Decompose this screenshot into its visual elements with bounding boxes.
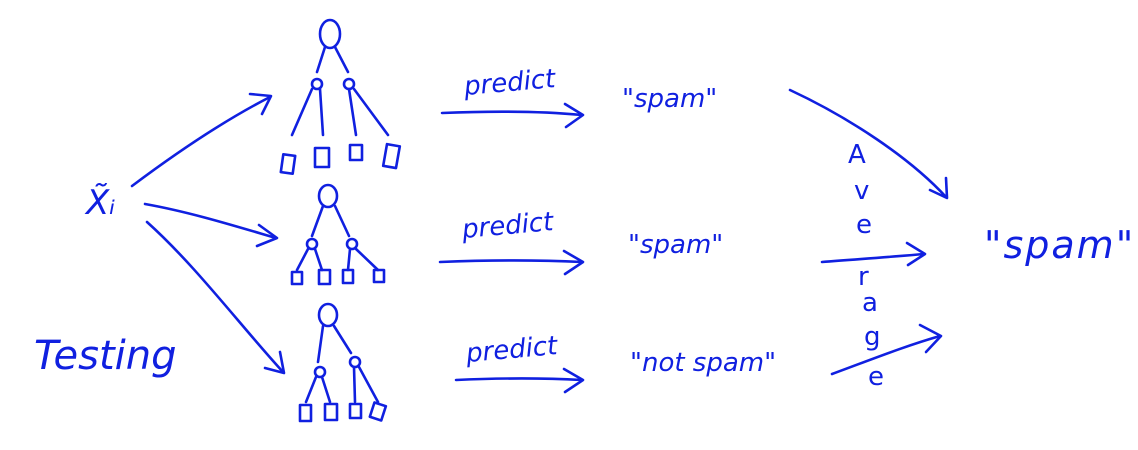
decision-tree-2 (290, 183, 386, 286)
predict-arrow-3 (454, 367, 585, 394)
predict-label-3: predict (464, 331, 559, 369)
average-letter-7: e (868, 362, 884, 392)
tree-output-3: "not spam" (630, 348, 777, 378)
average-letter-1: A (848, 140, 866, 170)
decision-tree-1 (279, 18, 402, 176)
phase-label: Testing (34, 333, 177, 379)
output-2-to-final-arrow (820, 241, 927, 267)
final-output: "spam" (984, 223, 1136, 267)
predict-label-2: predict (460, 207, 555, 245)
output-1-to-final-arrow (788, 88, 949, 200)
input-to-tree-3-arrow (145, 220, 286, 375)
average-letter-5: a (862, 288, 878, 318)
output-3-to-final-arrow (830, 323, 943, 376)
average-letter-3: e (856, 210, 872, 240)
predict-arrow-2 (438, 249, 585, 276)
average-letter-2: v (854, 176, 870, 206)
average-letter-4: r (858, 262, 869, 292)
predict-label-1: predict (462, 64, 557, 102)
decision-tree-3 (298, 302, 388, 423)
input-label: X̃ᵢ (86, 183, 116, 223)
tree-output-2: "spam" (628, 230, 724, 260)
input-to-tree-1-arrow (130, 92, 273, 188)
average-letter-6: g (864, 322, 881, 352)
tree-output-1: "spam" (622, 84, 718, 114)
predict-arrow-1 (440, 102, 585, 129)
input-to-tree-2-arrow (143, 202, 279, 248)
